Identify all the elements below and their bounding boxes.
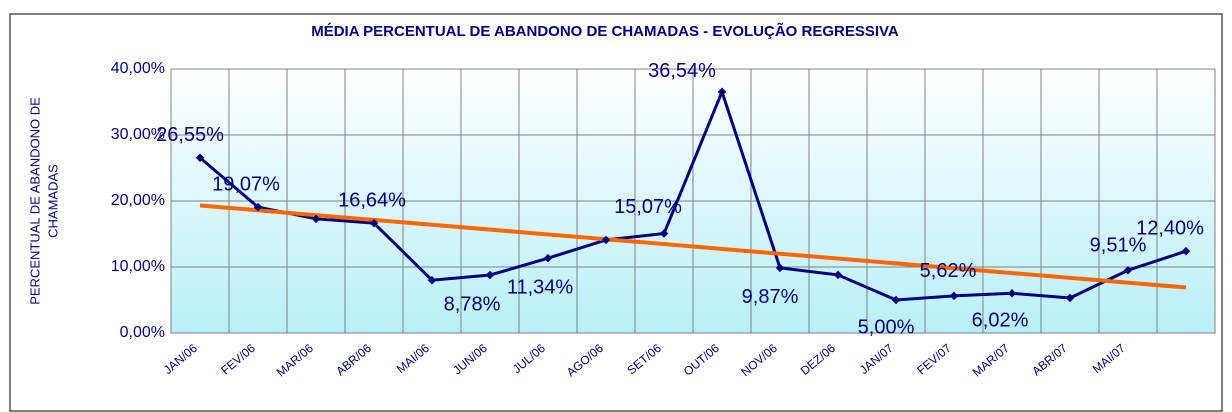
marker — [1123, 265, 1133, 275]
data-label: 9,51% — [1090, 235, 1147, 257]
y-tick-label: 10,00% — [111, 258, 165, 275]
y-label-line: PERCENTUAL DE ABANDONO DE — [27, 97, 42, 305]
data-label: 5,00% — [858, 316, 915, 338]
y-tick-label: 30,00% — [111, 126, 165, 143]
chart-title: MÉDIA PERCENTUAL DE ABANDONO DE CHAMADAS… — [311, 22, 899, 40]
data-label: 9,87% — [742, 286, 799, 308]
y-tick-label: 20,00% — [111, 192, 165, 209]
marker — [891, 295, 901, 305]
marker — [1065, 293, 1075, 303]
series-line — [199, 87, 1187, 302]
data-label: 19,07% — [212, 173, 280, 195]
marker — [1007, 289, 1017, 298]
marker — [195, 153, 205, 163]
marker — [253, 202, 263, 212]
data-label: 6,02% — [972, 310, 1029, 332]
y-tick-label: 0,00% — [120, 324, 165, 341]
data-label: 8,78% — [444, 293, 501, 315]
data-label: 36,54% — [648, 60, 716, 82]
data-label: 5,62% — [920, 260, 977, 282]
data-label: 12,40% — [1136, 217, 1204, 239]
data-label: 11,34% — [507, 276, 574, 298]
marker — [543, 253, 553, 263]
y-axis-title: PERCENTUAL DE ABANDONO DE CHAMADAS — [27, 97, 60, 305]
marker — [427, 275, 437, 285]
y-label-line: CHAMADAS — [45, 164, 60, 238]
y-tick-label: 40,00% — [111, 60, 165, 77]
data-label: 16,64% — [338, 189, 406, 211]
marker — [369, 218, 379, 228]
marker — [775, 263, 785, 273]
trend-line — [199, 203, 1187, 290]
marker — [311, 214, 321, 224]
data-label: 26,55% — [156, 124, 224, 146]
marker — [485, 270, 495, 280]
data-label: 15,07% — [614, 196, 682, 218]
marker — [833, 270, 843, 280]
marker — [949, 291, 959, 301]
